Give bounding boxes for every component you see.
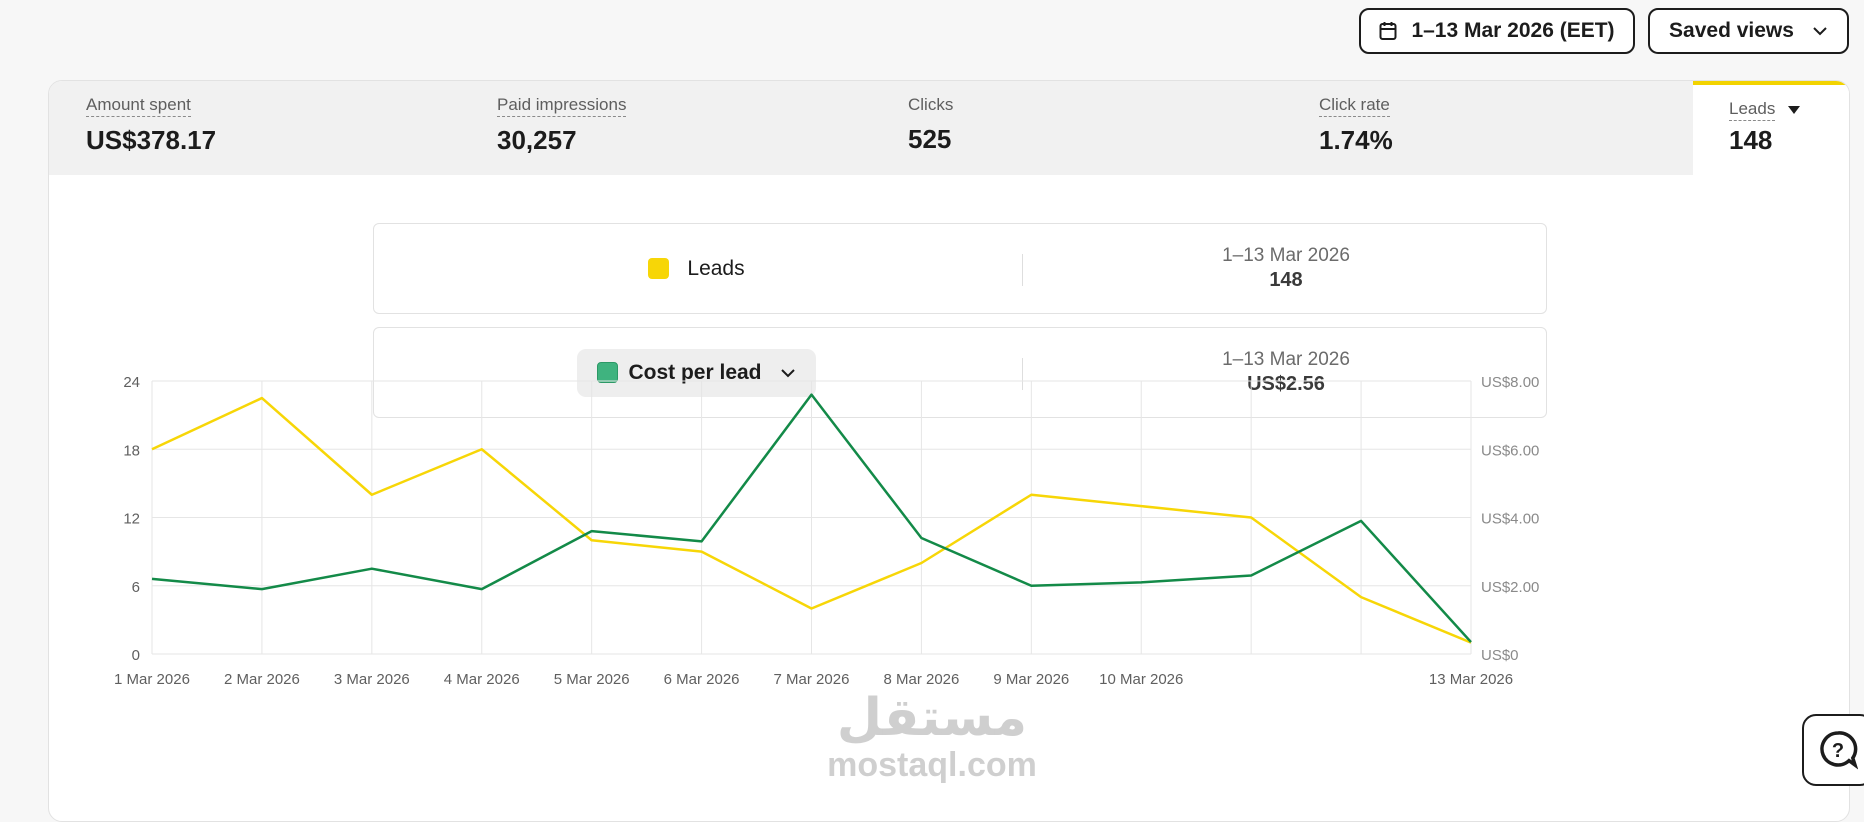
metric-label: Amount spent [86,95,191,117]
y-right-tick-label: US$2.00 [1481,579,1539,596]
date-range-button[interactable]: 1–13 Mar 2026 (EET) [1359,8,1635,54]
y-left-tick-label: 12 [123,511,140,528]
svg-text:?: ? [1832,740,1844,762]
x-tick-label: 2 Mar 2026 [224,671,300,688]
metric-value: US$378.17 [86,125,217,155]
y-right-tick-label: US$8.00 [1481,374,1539,391]
watermark-site: mostaql.com [827,746,1037,784]
metric-label: Paid impressions [497,95,627,117]
x-tick-label: 3 Mar 2026 [334,671,410,688]
y-right-tick-label: US$4.00 [1481,511,1539,528]
leads-swatch [648,258,670,279]
x-tick-label: 8 Mar 2026 [883,671,959,688]
leads-cost-line-chart: 0 6 12 18 24 US$0 US$2.00 US$4.00 US$6.00 US$8.00… [114,374,1539,688]
legend-value: US$2.56 [1247,373,1325,395]
y-left-tick-label: 6 [132,579,140,596]
series-line-cost-per-lead [151,393,1472,643]
metric-click-rate[interactable]: Click rate 1.74% [1319,95,1393,156]
legend-cpl-summary: 1–13 Mar 2026 US$2.56 [1024,328,1548,417]
x-tick-label: 7 Mar 2026 [774,671,850,688]
help-button[interactable]: ? [1802,714,1864,786]
chevron-down-icon [780,368,795,377]
y-right-tick-label: US$6.00 [1481,442,1539,459]
x-tick-label: 13 Mar 2026 [1429,671,1513,688]
caret-down-icon[interactable] [1787,105,1801,115]
metric-paid-impressions[interactable]: Paid impressions 30,257 [497,95,627,156]
y-left-tick-label: 0 [132,647,140,664]
legend-series-name: Cost per lead [628,360,762,384]
legend-range: 1–13 Mar 2026 [1222,245,1350,266]
legend-leads-name: Leads [374,224,1019,313]
watermark-logo: مستقل [836,689,1028,747]
metric-label: Leads [1729,99,1776,121]
chevron-down-icon [1813,27,1827,36]
metric-label: Click rate [1319,95,1390,117]
x-tick-label: 5 Mar 2026 [554,671,630,688]
metric-value: 1.74% [1319,125,1393,155]
metric-label: Clicks [908,95,954,114]
legend-value: 148 [1269,269,1303,291]
x-tick-label: 4 Mar 2026 [444,671,520,688]
legend-leads: Leads 1–13 Mar 2026 148 [373,223,1547,314]
legend-divider [1022,358,1023,390]
legend-divider [1022,254,1023,286]
x-tick-label: 10 Mar 2026 [1099,671,1183,688]
performance-card: Amount spent US$378.17 Paid impressions … [48,80,1850,822]
cost-per-lead-dropdown[interactable]: Cost per lead [577,348,816,397]
metric-leads-selected[interactable]: Leads 148 [1693,81,1849,175]
y-left-tick-label: 24 [123,374,140,391]
legend-range: 1–13 Mar 2026 [1222,349,1350,370]
metric-amount-spent[interactable]: Amount spent US$378.17 [86,95,216,156]
cost-per-lead-swatch [597,362,619,383]
saved-views-button[interactable]: Saved views [1648,8,1849,54]
metric-leads-header[interactable]: Leads [1729,99,1801,121]
x-tick-label: 6 Mar 2026 [664,671,740,688]
y-left-tick-label: 18 [123,442,140,459]
saved-views-label: Saved views [1669,19,1794,42]
metric-value: 30,257 [497,125,577,155]
top-toolbar: 1–13 Mar 2026 (EET) Saved views [0,0,1864,80]
legend-cpl-name: Cost per lead [374,328,1019,417]
metrics-row: Amount spent US$378.17 Paid impressions … [49,81,1693,175]
legend-cost-per-lead: Cost per lead 1–13 Mar 2026 US$2.56 [373,327,1547,418]
metric-value: 525 [908,124,952,154]
watermark: مستقل mostaql.com [826,692,1038,782]
legend-series-name: Leads [687,256,745,280]
x-tick-label: 9 Mar 2026 [993,671,1069,688]
metric-value: 148 [1729,125,1773,155]
calendar-icon [1379,22,1397,40]
series-line-leads [151,396,1472,644]
date-range-label: 1–13 Mar 2026 (EET) [1411,19,1615,42]
x-tick-label: 1 Mar 2026 [114,671,190,688]
legend-leads-summary: 1–13 Mar 2026 148 [1024,224,1548,313]
help-icon: ? [1820,731,1858,770]
y-right-tick-label: US$0 [1481,647,1519,664]
metric-clicks[interactable]: Clicks 525 [908,95,953,155]
